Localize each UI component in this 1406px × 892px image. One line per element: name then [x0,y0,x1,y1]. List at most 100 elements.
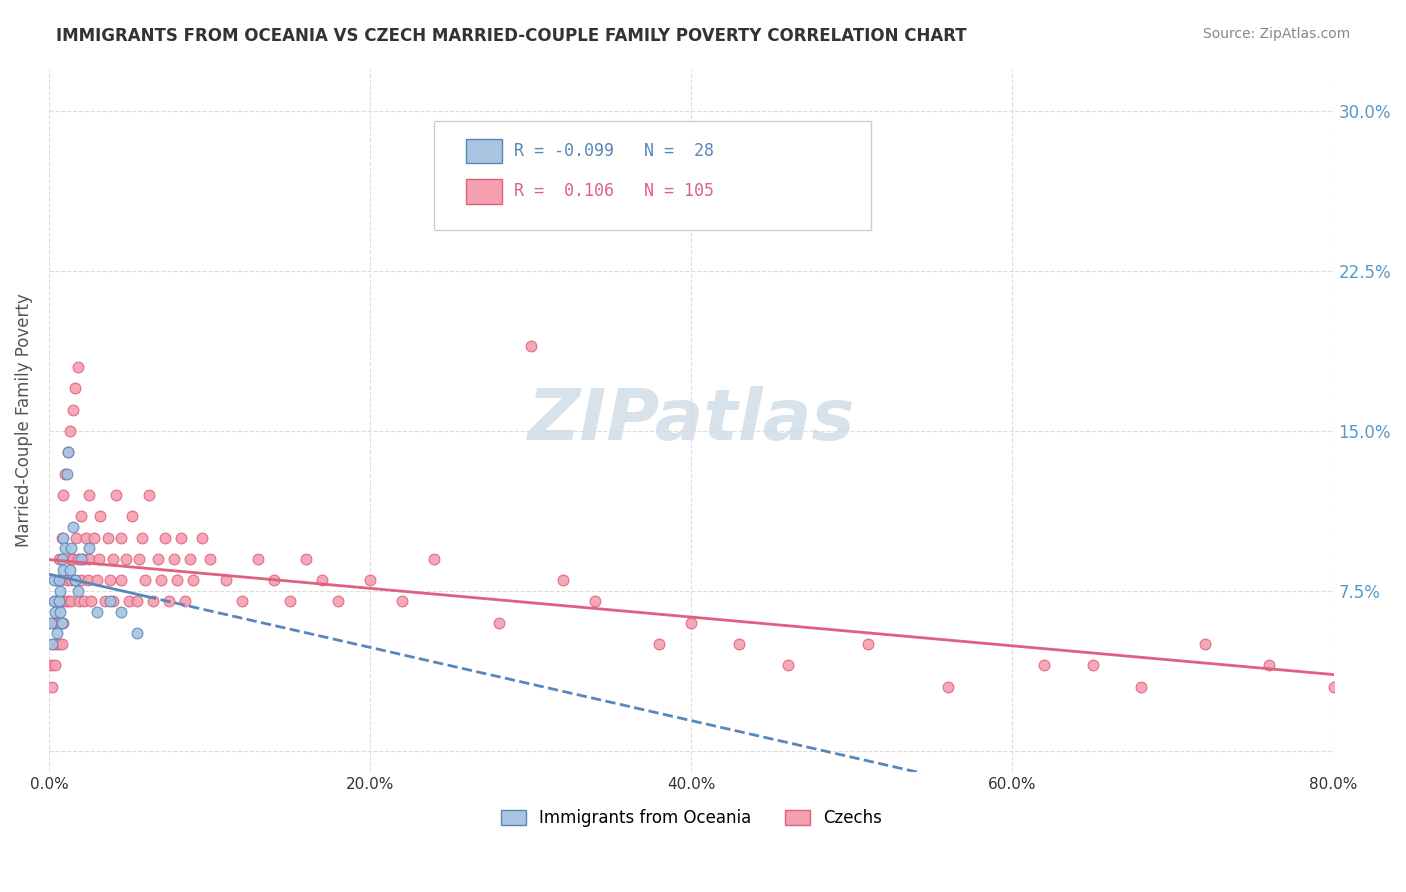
Point [118,594,141,608]
Point [51,552,73,566]
Point [776,658,799,673]
Point [97,531,120,545]
Point [52,615,75,630]
Point [39,615,62,630]
Point [49,605,72,619]
Y-axis label: Married-Couple Family Poverty: Married-Couple Family Poverty [15,293,32,547]
Point [46,573,69,587]
Point [648,637,671,651]
Point [1194,637,1216,651]
Point [121,509,143,524]
Point [53,541,76,556]
Point [728,637,751,651]
Point [488,615,510,630]
Point [1129,680,1152,694]
Point [127,626,149,640]
Point [98,594,121,608]
Point [51,594,73,608]
Point [278,594,301,608]
Point [65,531,87,545]
Point [39,658,62,673]
Point [77,552,100,566]
FancyBboxPatch shape [467,139,502,163]
Point [231,594,253,608]
Point [60,594,83,608]
Point [166,573,188,587]
Point [42,594,65,608]
Point [76,573,98,587]
Point [131,531,153,545]
Point [856,637,879,651]
Point [58,445,80,459]
Point [326,594,349,608]
Point [110,531,132,545]
Point [44,658,66,673]
Point [44,594,66,608]
Point [134,573,156,587]
Text: R = -0.099   N =  28: R = -0.099 N = 28 [515,142,714,160]
Point [391,594,413,608]
Point [103,594,125,608]
Point [58,594,80,608]
Point [49,583,72,598]
Point [163,552,186,566]
Point [174,594,197,608]
Point [1258,658,1281,673]
Point [89,509,111,524]
Point [72,552,94,566]
Point [42,637,65,651]
Point [46,615,69,630]
Point [53,594,76,608]
Point [42,573,65,587]
Point [48,594,70,608]
Point [48,573,70,587]
Point [423,552,446,566]
Point [52,531,75,545]
Point [198,552,221,566]
Point [150,573,173,587]
Point [128,552,150,566]
Point [295,552,318,566]
Point [66,583,89,598]
Point [311,573,333,587]
Point [51,531,73,545]
Point [42,615,65,630]
Point [63,573,86,587]
Point [70,552,93,566]
Point [519,339,541,353]
Point [115,552,138,566]
Point [157,594,180,608]
Point [41,680,63,694]
Text: ZIPatlas: ZIPatlas [527,385,855,455]
Point [69,594,91,608]
Point [105,488,128,502]
Point [62,552,84,566]
Point [179,552,201,566]
Point [214,573,236,587]
Point [936,680,959,694]
Point [75,531,97,545]
Point [142,594,165,608]
Point [169,531,191,545]
Point [59,424,82,438]
Point [58,445,80,459]
Point [51,637,73,651]
Point [146,552,169,566]
Point [86,573,108,587]
Point [183,573,205,587]
Point [63,381,86,395]
Point [48,637,70,651]
Point [94,594,117,608]
Point [46,637,69,651]
Point [246,552,269,566]
Point [190,531,212,545]
Point [83,531,105,545]
Point [153,531,176,545]
Point [48,594,70,608]
Point [60,573,83,587]
Point [62,402,84,417]
Point [66,552,89,566]
Point [70,573,93,587]
Point [77,541,100,556]
Point [48,552,70,566]
